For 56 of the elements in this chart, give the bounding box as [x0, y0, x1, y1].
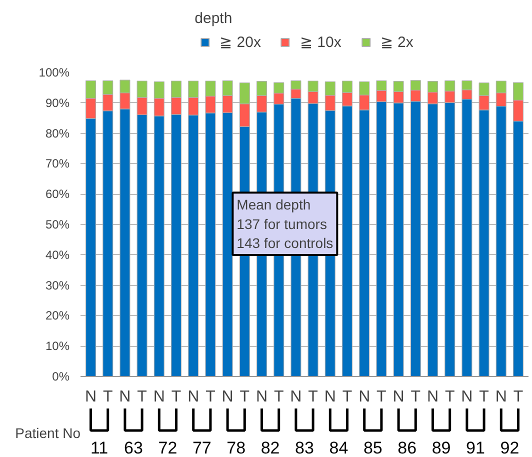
x-tick-label: N: [256, 388, 268, 406]
x-tick-label: N: [188, 388, 200, 406]
y-tick-label: 20%: [45, 308, 70, 323]
x-tick-label: N: [358, 388, 370, 406]
x-tick-label: N: [222, 388, 234, 406]
text: 92: [500, 438, 520, 457]
x-tick-label: T: [342, 388, 352, 406]
x-tick-label: N: [153, 388, 165, 406]
y-tick-label: 50%: [45, 218, 70, 232]
text: 78: [226, 438, 246, 457]
y-tick-label: 60%: [45, 187, 70, 202]
text: 89: [432, 438, 451, 457]
y-tick-label: 40%: [45, 248, 70, 262]
text: 63: [124, 438, 143, 457]
x-tick-label: N: [119, 388, 131, 406]
y-tick-label: 100%: [38, 66, 70, 80]
text: 85: [363, 438, 382, 457]
legend-label: ≧ 20x: [220, 33, 261, 51]
text: 91: [466, 438, 485, 457]
legend-label: ≧ 10x: [300, 33, 342, 51]
text: 77: [192, 438, 212, 457]
y-tick-label: 0%: [52, 370, 70, 384]
y-tick-label: 80%: [45, 126, 70, 140]
x-tick-label: T: [137, 388, 148, 406]
x-tick-label: T: [171, 388, 182, 406]
x-tick-label: T: [308, 388, 318, 406]
text: 82: [260, 438, 280, 457]
x-tick-label: N: [324, 388, 336, 406]
text: 72: [158, 438, 178, 457]
x-tick-label: N: [84, 388, 97, 406]
x-tick-label: N: [461, 388, 473, 406]
x-tick-label: T: [444, 388, 455, 406]
legend-label: ≧ 2x: [380, 33, 414, 51]
x-tick-label: T: [479, 388, 490, 406]
annotation: Mean depth 137 for tumors 143 for controls: [236, 196, 334, 251]
y-tick-label: 90%: [45, 96, 70, 110]
x-tick-label: N: [495, 388, 507, 406]
x-tick-label: T: [206, 388, 216, 406]
x-tick-label: T: [513, 388, 524, 406]
x-tick-label: N: [290, 388, 302, 406]
text: 84: [329, 438, 348, 457]
x-axis-title: Patient No: [15, 425, 81, 441]
x-tick-label: T: [410, 388, 421, 406]
text: 11: [90, 438, 108, 457]
legend-title: depth: [194, 10, 234, 27]
x-tick-label: T: [376, 388, 387, 406]
x-tick-label: T: [240, 388, 250, 406]
y-tick-label: 30%: [45, 278, 70, 292]
y-tick-label: 70%: [45, 156, 70, 171]
y-tick-label: 10%: [45, 339, 70, 354]
text: 83: [295, 438, 314, 457]
x-tick-label: N: [392, 388, 404, 406]
x-tick-label: N: [426, 388, 439, 406]
x-tick-label: T: [102, 388, 113, 406]
text: 86: [398, 438, 417, 457]
x-tick-label: T: [274, 388, 284, 406]
